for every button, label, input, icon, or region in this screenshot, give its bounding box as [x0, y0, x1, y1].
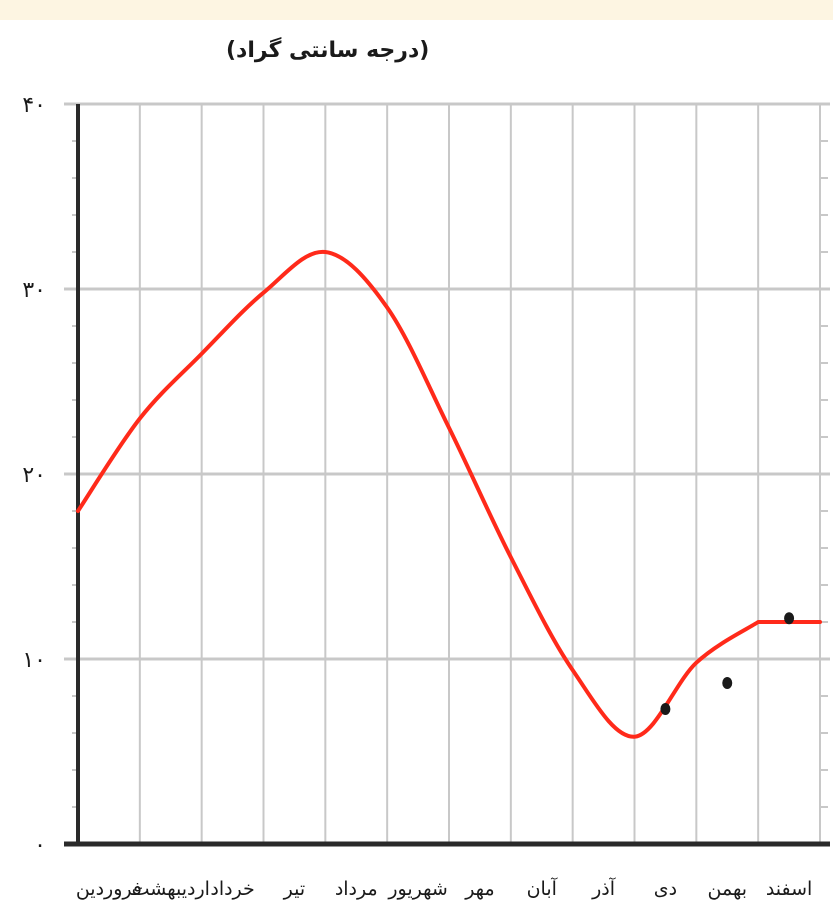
x-tick-label: آبان — [527, 876, 558, 900]
y-tick-label: ۲۰ — [22, 463, 46, 488]
y-axis-label: (درجه سانتی گراد) — [226, 36, 429, 63]
label-layer: (درجه سانتی گراد) ۰ ۱۰ ۲۰ ۳۰ ۴۰ فروردیناردیبه… — [22, 36, 812, 900]
y-tick-label: ۴۰ — [22, 93, 46, 118]
data-point-marker — [722, 677, 733, 690]
y-tick-label: ۳۰ — [22, 278, 46, 303]
x-tick-label: مرداد — [335, 878, 378, 900]
x-tick-label: اردیبهشت — [132, 878, 210, 900]
marker-layer — [660, 612, 795, 715]
series-line-0 — [76, 249, 822, 739]
x-tick-label: آذر — [591, 876, 616, 900]
data-point-marker — [660, 702, 671, 715]
x-tick-label: فروردین — [76, 878, 142, 900]
x-tick-label: اسفند — [766, 878, 813, 900]
x-tick-label: مهر — [464, 878, 494, 900]
grid-layer — [64, 102, 830, 844]
series-layer — [76, 249, 822, 739]
y-tick-label: ۱۰ — [22, 648, 46, 673]
x-tick-label: تیر — [283, 878, 306, 900]
x-tick-label: دی — [654, 878, 677, 900]
axis-layer — [64, 104, 830, 847]
x-tick-label: بهمن — [708, 878, 748, 900]
x-tick-label: شهریور — [387, 878, 447, 900]
x-tick-label: خرداد — [210, 878, 254, 900]
y-tick-label: ۰ — [34, 833, 46, 858]
data-point-marker — [784, 612, 795, 625]
top-band — [0, 0, 833, 20]
